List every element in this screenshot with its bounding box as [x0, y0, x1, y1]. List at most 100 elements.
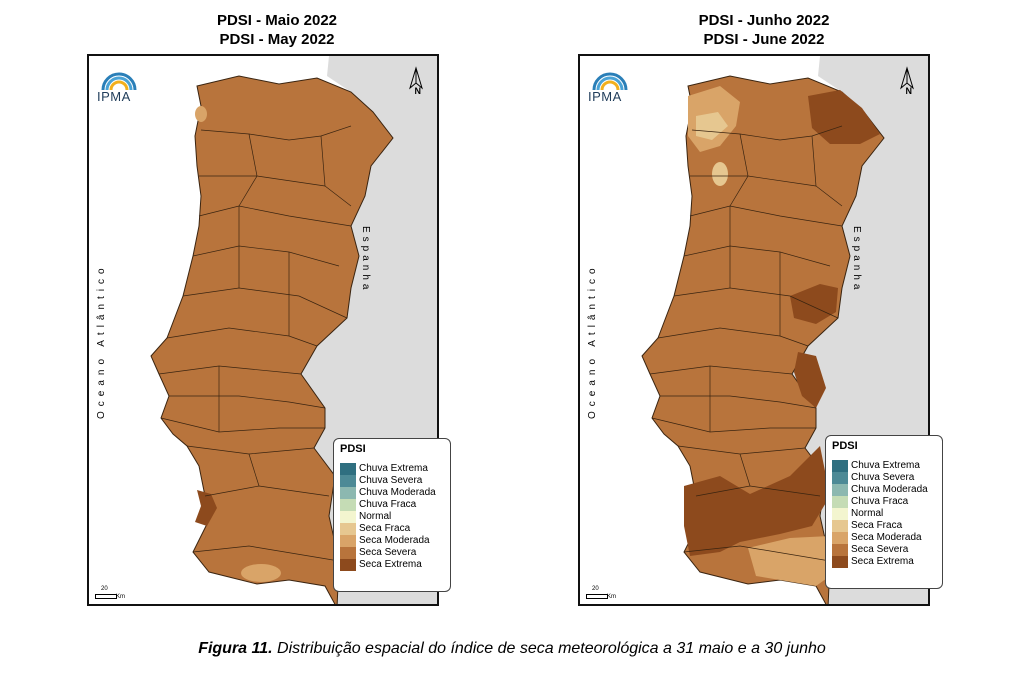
- legend-swatch: [832, 544, 848, 556]
- caption-text: Distribuição espacial do índice de seca …: [272, 640, 826, 657]
- legend-row: Chuva Moderada: [340, 487, 436, 499]
- seca-extrema-zone: [790, 284, 838, 324]
- legend-row: Chuva Fraca: [832, 496, 928, 508]
- legend-title: PDSI: [832, 440, 858, 452]
- map-title-pt: PDSI - Maio 2022: [216, 12, 338, 29]
- legend-swatch: [832, 472, 848, 484]
- legend-row: Seca Extrema: [832, 556, 928, 568]
- legend-row: Chuva Fraca: [340, 499, 436, 511]
- scale-bar: [95, 594, 117, 599]
- ocean-label: Oceano Atlântico: [96, 263, 107, 419]
- legend-label: Chuva Fraca: [851, 496, 909, 507]
- legend: PDSI Chuva Extrema Chuva Severa Chuva Mode…: [825, 435, 943, 589]
- legend-swatch: [340, 511, 356, 523]
- seca-fraca-zone: [696, 112, 728, 140]
- legend-swatch: [832, 484, 848, 496]
- seca-extrema-zone: [808, 90, 880, 144]
- legend-row: Seca Moderada: [832, 532, 928, 544]
- seca-fraca-zone: [712, 162, 728, 186]
- spain-label: Espanha: [851, 226, 862, 294]
- legend-label: Chuva Fraca: [359, 499, 417, 510]
- legend-label: Seca Extrema: [851, 556, 914, 567]
- legend-row: Chuva Extrema: [340, 463, 436, 475]
- scale-value: 20: [592, 586, 599, 592]
- seca-moderada-spot: [241, 564, 281, 582]
- legend-label: Seca Severa: [359, 547, 417, 558]
- seca-extrema-zone: [794, 352, 826, 408]
- legend-row: Normal: [340, 511, 436, 523]
- legend-swatch: [340, 559, 356, 571]
- ipma-logo-icon: [592, 72, 628, 91]
- legend-label: Chuva Extrema: [851, 460, 920, 471]
- legend-swatch: [340, 487, 356, 499]
- legend-row: Chuva Extrema: [832, 460, 928, 472]
- legend-swatch: [340, 547, 356, 559]
- legend-row: Seca Moderada: [340, 535, 436, 547]
- legend-swatch: [832, 496, 848, 508]
- legend-label: Seca Fraca: [851, 520, 903, 531]
- legend-swatch: [832, 556, 848, 568]
- map-panel-may: PDSI - Maio 2022 PDSI - May 2022: [87, 10, 467, 610]
- scale-unit: Km: [116, 594, 125, 600]
- ocean-label: Oceano Atlântico: [587, 263, 598, 419]
- legend-label: Seca Moderada: [359, 535, 430, 546]
- caption-label: Figura 11.: [198, 640, 273, 657]
- legend-row: Seca Severa: [832, 544, 928, 556]
- legend-label: Seca Moderada: [851, 532, 922, 543]
- legend-row: Seca Fraca: [832, 520, 928, 532]
- legend-swatch: [340, 499, 356, 511]
- seca-moderada-spot: [195, 106, 207, 122]
- legend-items: Chuva Extrema Chuva Severa Chuva Moderada C…: [832, 460, 928, 568]
- legend-label: Chuva Moderada: [851, 484, 928, 495]
- spain-label: Espanha: [360, 226, 371, 294]
- legend: PDSI Chuva Extrema Chuva Severa Chuva Mode…: [333, 438, 451, 592]
- seca-extrema-zone: [684, 446, 830, 556]
- portugal-area: [150, 75, 394, 604]
- legend-label: Normal: [359, 511, 392, 522]
- legend-items: Chuva Extrema Chuva Severa Chuva Moderada C…: [340, 463, 436, 571]
- legend-swatch: [832, 520, 848, 532]
- legend-swatch: [340, 535, 356, 547]
- map-title-en: PDSI - May 2022: [219, 31, 335, 48]
- seca-moderada-zone: [748, 536, 830, 586]
- ipma-logo-text: IPMA: [588, 89, 622, 104]
- legend-swatch: [340, 475, 356, 487]
- legend-row: Chuva Severa: [832, 472, 928, 484]
- scale-value: 20: [101, 586, 108, 592]
- legend-swatch: [340, 523, 356, 535]
- legend-label: Seca Fraca: [359, 523, 411, 534]
- north-label: N: [905, 86, 913, 96]
- legend-label: Chuva Severa: [359, 475, 423, 486]
- legend-label: Chuva Extrema: [359, 463, 428, 474]
- legend-row: Chuva Moderada: [832, 484, 928, 496]
- legend-swatch: [832, 508, 848, 520]
- scale-bar: [586, 594, 608, 599]
- legend-row: Chuva Severa: [340, 475, 436, 487]
- legend-label: Seca Extrema: [359, 559, 422, 570]
- legend-swatch: [832, 460, 848, 472]
- legend-title: PDSI: [340, 443, 366, 455]
- seca-extrema-spot: [195, 490, 217, 526]
- ipma-logo-text: IPMA: [97, 89, 131, 104]
- figure-caption: Figura 11. Distribuição espacial do índi…: [0, 640, 1024, 658]
- legend-label: Chuva Moderada: [359, 487, 436, 498]
- north-arrow-icon: [900, 66, 914, 90]
- legend-row: Seca Extrema: [340, 559, 436, 571]
- district-boundaries: [649, 125, 843, 562]
- ipma-logo-icon: [101, 72, 137, 91]
- legend-label: Normal: [851, 508, 884, 519]
- legend-label: Chuva Severa: [851, 472, 915, 483]
- map-title-pt: PDSI - Junho 2022: [698, 12, 830, 29]
- legend-row: Seca Fraca: [340, 523, 436, 535]
- district-boundaries: [158, 125, 352, 562]
- legend-swatch: [832, 532, 848, 544]
- map-title-en: PDSI - June 2022: [703, 31, 825, 48]
- legend-swatch: [340, 463, 356, 475]
- north-arrow-icon: [409, 66, 423, 90]
- legend-label: Seca Severa: [851, 544, 909, 555]
- legend-row: Normal: [832, 508, 928, 520]
- map-panel-june: PDSI - Junho 2022 PDSI - June 2022: [574, 10, 954, 610]
- scale-unit: Km: [607, 594, 616, 600]
- north-label: N: [414, 86, 422, 96]
- legend-row: Seca Severa: [340, 547, 436, 559]
